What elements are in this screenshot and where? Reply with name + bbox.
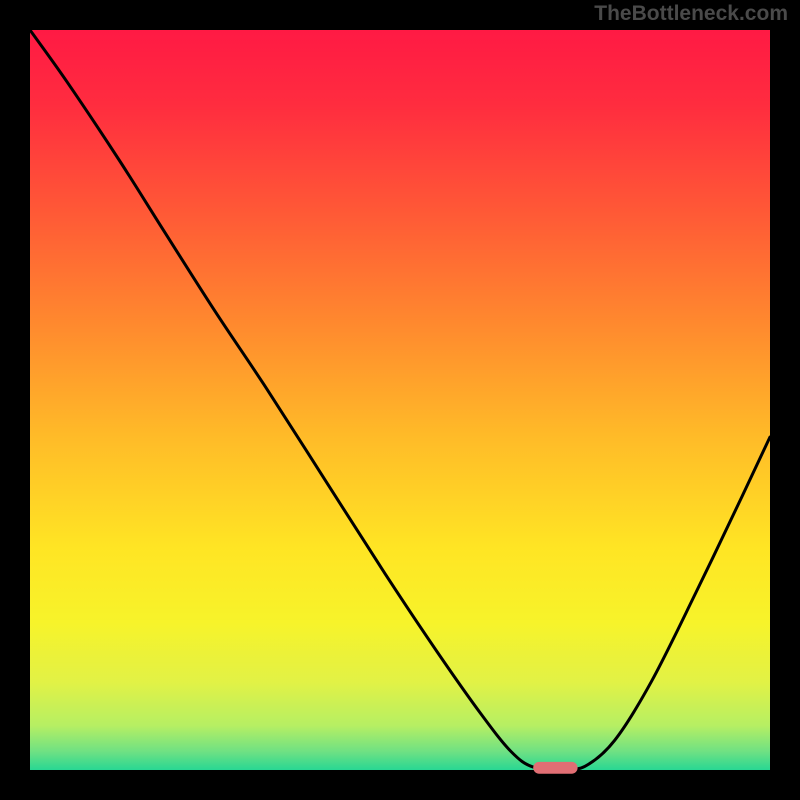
optimal-marker: [533, 762, 577, 774]
chart-svg: [0, 0, 800, 800]
plot-background: [30, 30, 770, 770]
watermark-text: TheBottleneck.com: [594, 2, 788, 26]
bottleneck-chart: TheBottleneck.com: [0, 0, 800, 800]
